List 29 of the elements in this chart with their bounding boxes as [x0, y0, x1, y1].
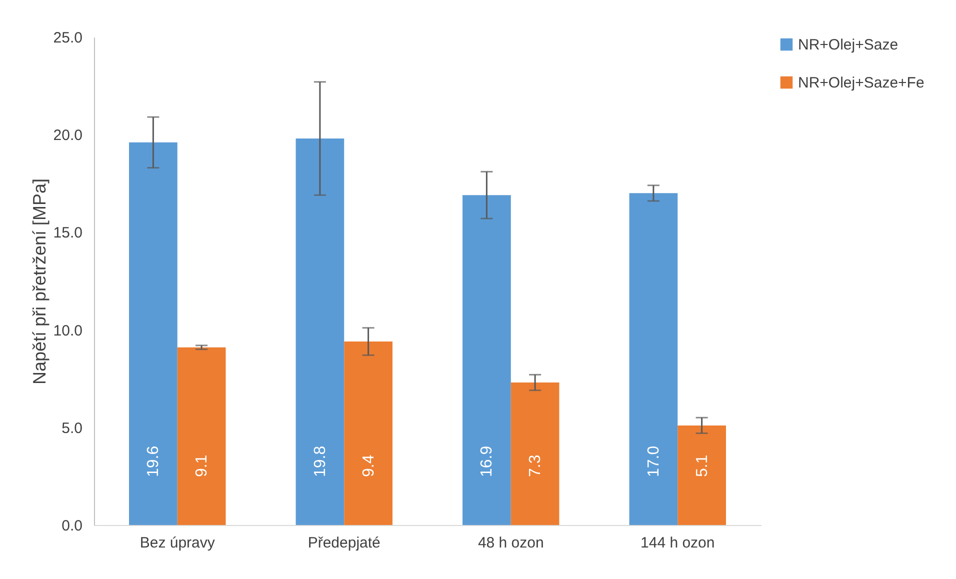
x-tick-label: 144 h ozon: [640, 534, 715, 552]
data-label: 19.6: [145, 446, 162, 477]
bar: [344, 342, 392, 525]
data-label: 19.8: [312, 446, 329, 477]
data-label: 7.3: [527, 454, 544, 477]
data-label: 17.0: [645, 446, 662, 477]
bar: [129, 142, 178, 525]
data-label: 9.4: [360, 454, 378, 477]
y-tick-label: 10.0: [53, 322, 82, 340]
data-label: 5.1: [694, 454, 711, 477]
x-tick-label: Předepjaté: [308, 534, 380, 552]
bar: [296, 138, 344, 525]
data-label: 16.9: [478, 446, 496, 477]
x-tick-label: 48 h ozon: [478, 534, 544, 552]
legend-label: NR+Olej+Saze+Fe: [798, 74, 924, 92]
bar: [177, 347, 226, 525]
bar: [510, 382, 560, 525]
y-tick-label: 15.0: [53, 224, 82, 242]
y-tick-label: 5.0: [62, 420, 82, 437]
bar: [462, 195, 511, 525]
bar: [678, 425, 726, 525]
y-tick-label: 25.0: [53, 30, 82, 46]
bar: [629, 193, 678, 525]
y-tick-label: 20.0: [53, 127, 82, 144]
data-label: 9.1: [194, 454, 211, 477]
x-tick-label: Bez úpravy: [140, 534, 216, 552]
y-axis-title: Napětí při přetržení [MPa]: [29, 178, 50, 385]
legend-label: NR+Olej+Saze: [798, 36, 898, 54]
y-tick-label: 0.0: [62, 518, 82, 534]
